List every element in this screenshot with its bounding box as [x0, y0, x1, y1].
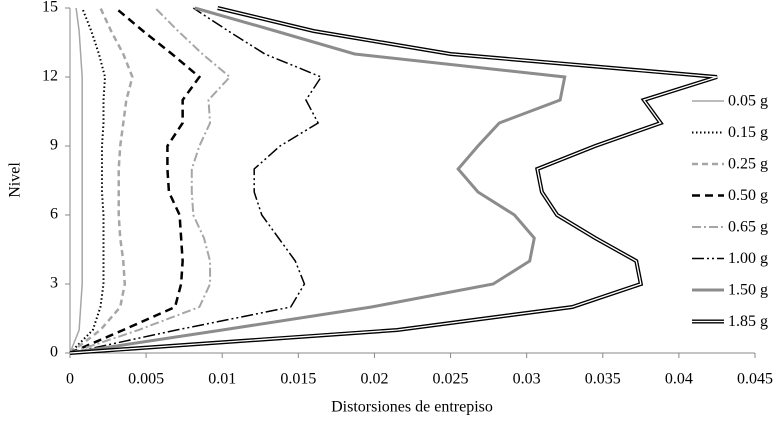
y-tick-label: 9: [50, 137, 58, 154]
data-line: [69, 7, 134, 354]
data-line: [69, 7, 202, 355]
x-tick-label: 0.005: [128, 371, 164, 388]
legend-label: 0.50 g: [728, 187, 768, 204]
x-tick-label: 0.045: [737, 371, 773, 388]
x-tick-label: 0.04: [665, 371, 693, 388]
data-line: [69, 7, 107, 354]
legend-label: 0.05 g: [728, 93, 768, 110]
data-line: [69, 6, 567, 355]
y-tick-label: 3: [50, 275, 58, 292]
data-line: [69, 7, 232, 354]
data-line-inner: [69, 7, 718, 354]
x-tick-label: 0: [66, 371, 74, 388]
x-tick-label: 0.015: [280, 371, 316, 388]
y-tick-label: 6: [50, 206, 58, 223]
legend-label: 1.85 g: [728, 313, 768, 330]
legend-label: 0.65 g: [728, 219, 768, 236]
x-tick-label: 0.035: [585, 371, 621, 388]
x-tick-label: 0.01: [208, 371, 236, 388]
y-axis-label: Nivel: [7, 162, 24, 198]
x-axis-label: Distorsiones de entrepiso: [331, 399, 493, 416]
legend-label: 0.25 g: [728, 156, 768, 173]
legend-label: 1.00 g: [728, 250, 768, 267]
x-tick-label: 0.02: [360, 371, 388, 388]
y-tick-label: 0: [50, 344, 58, 361]
legend-label: 0.15 g: [728, 124, 768, 141]
x-tick-label: 0.03: [513, 371, 541, 388]
x-tick-label: 0.025: [433, 371, 469, 388]
legend-label: 1.50 g: [728, 282, 768, 299]
data-line: [69, 7, 323, 354]
y-tick-label: 15: [42, 0, 58, 16]
data-line: [69, 7, 83, 354]
y-tick-label: 12: [42, 68, 58, 85]
